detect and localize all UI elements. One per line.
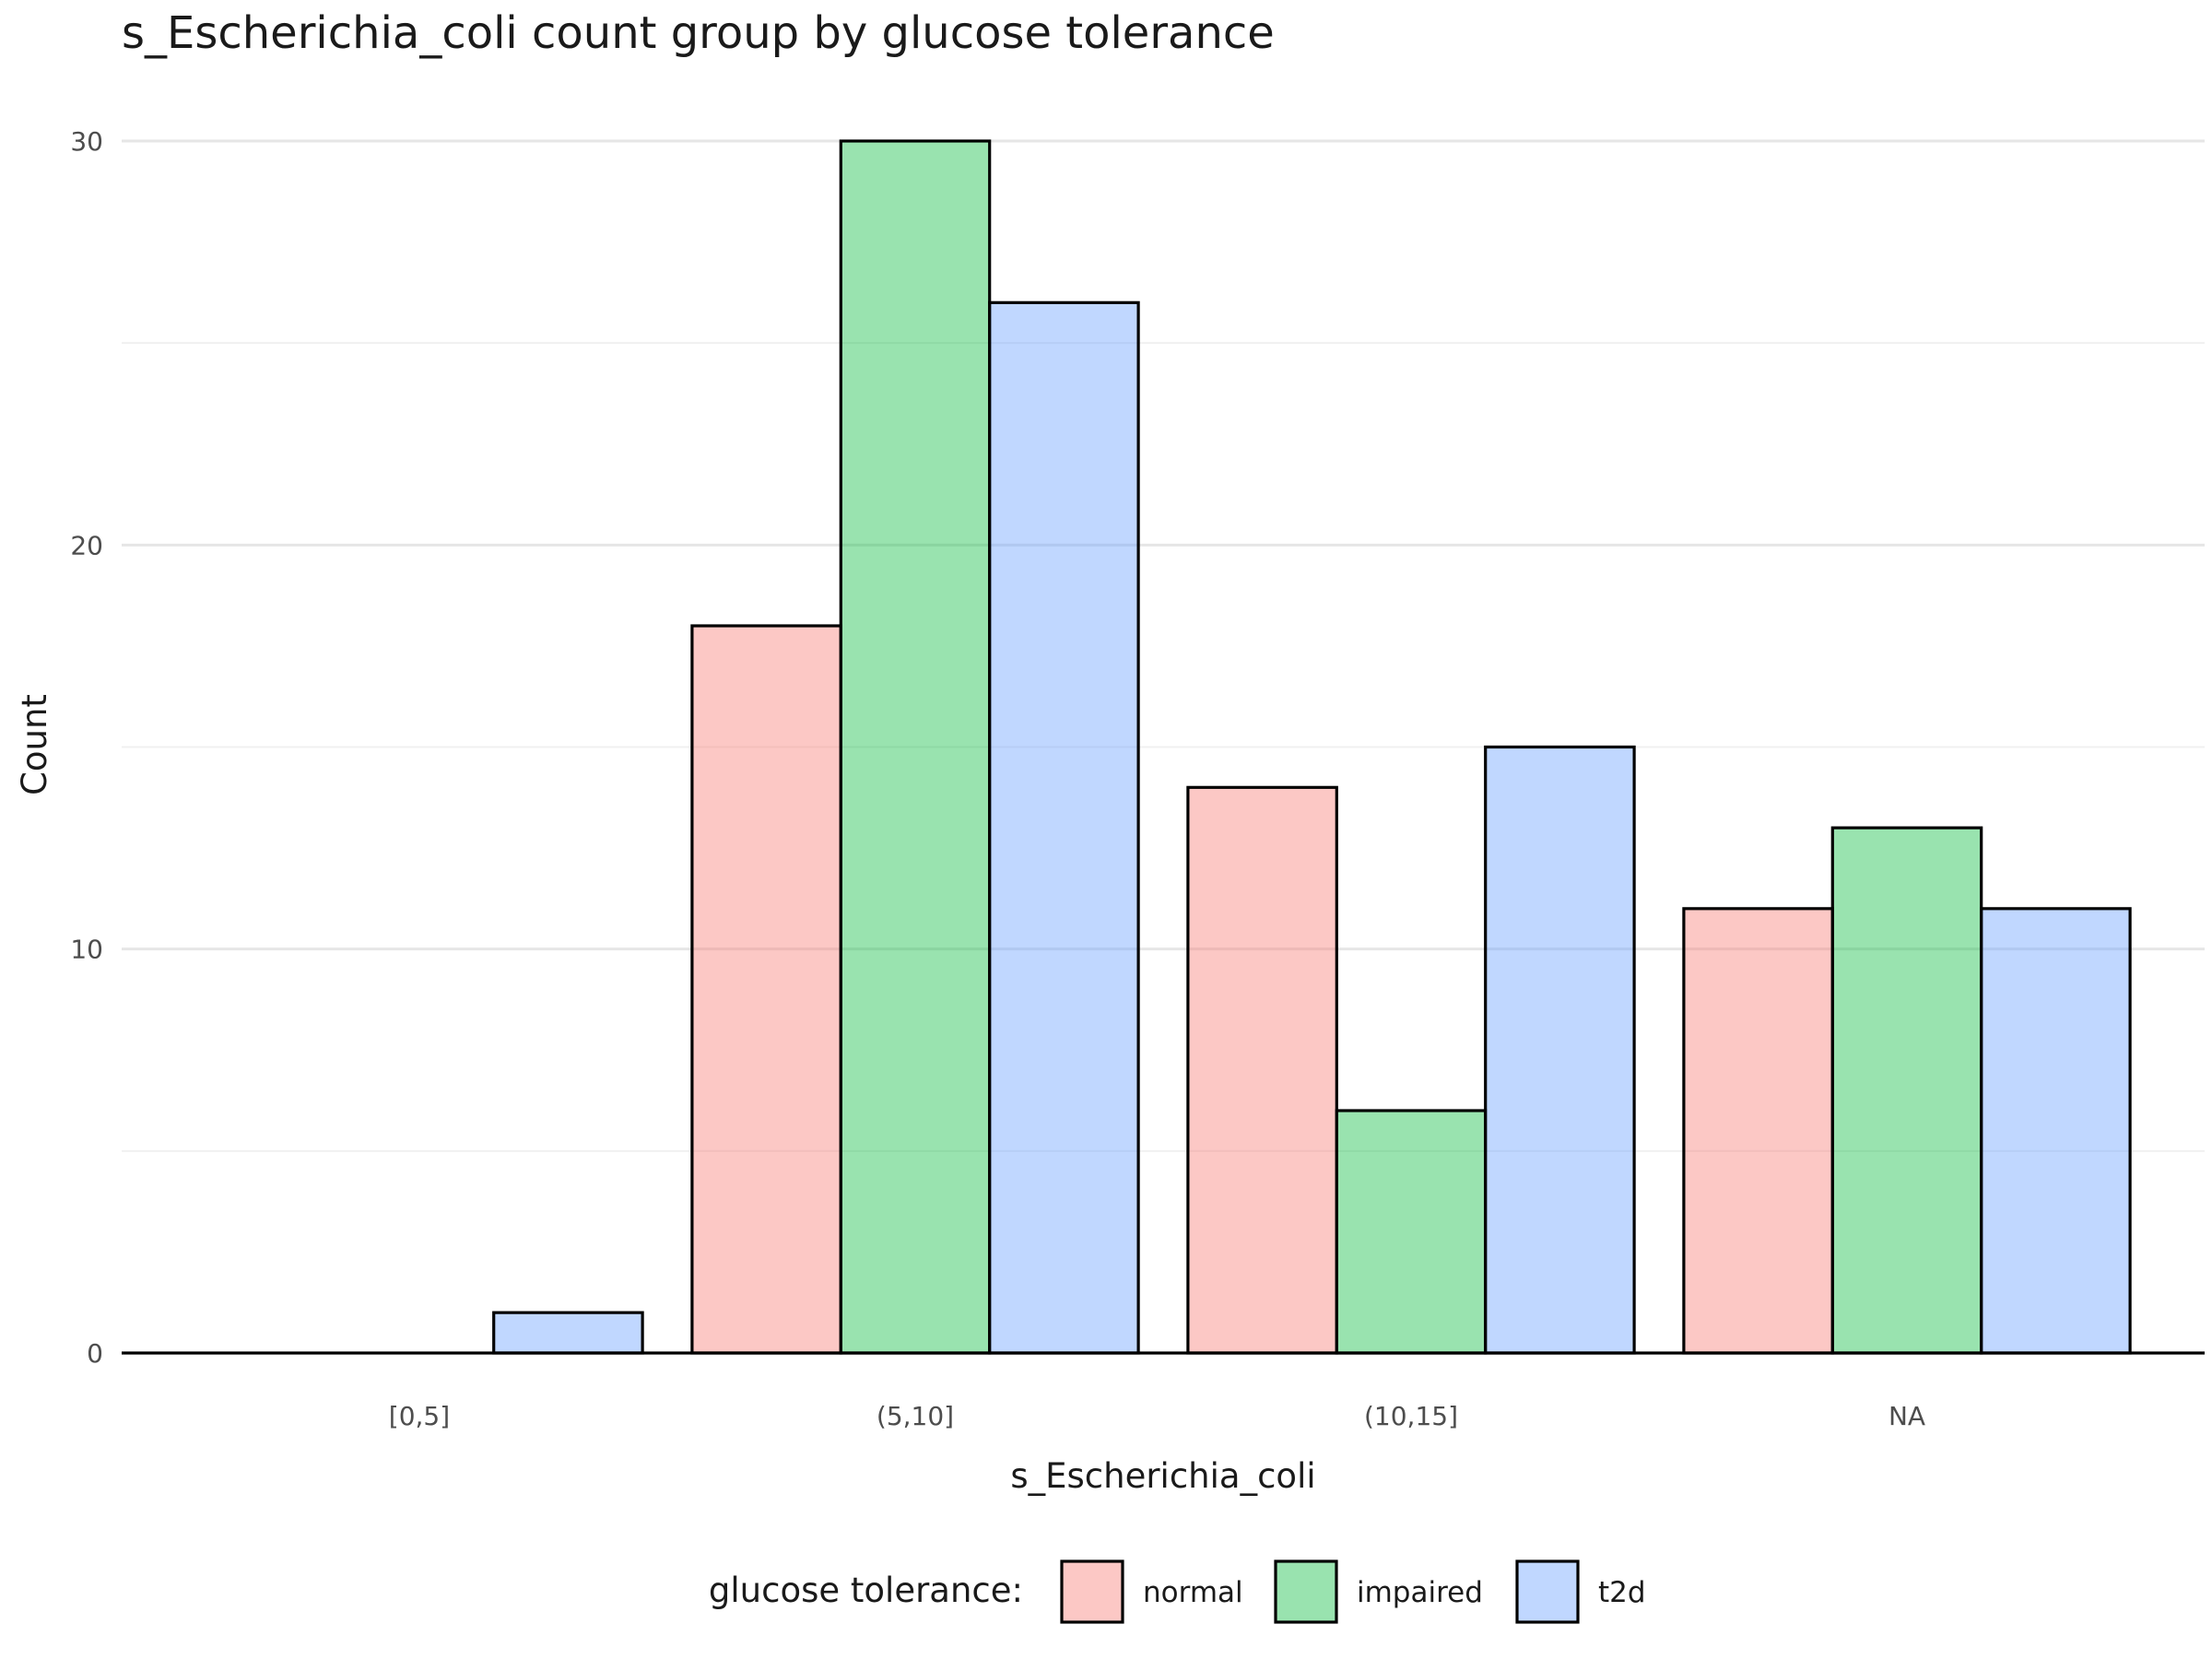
x-tick-labels: [0,5] (5,10] (10,15] NA	[389, 1401, 1925, 1431]
bar-t2d-1	[988, 300, 1140, 1355]
legend-title: glucose tolerance:	[709, 1571, 1023, 1610]
y-tick-labels: 0 10 20 30	[70, 126, 103, 1369]
y-tick-label: 10	[70, 935, 103, 965]
legend: glucose tolerance: normal impaired t2d	[709, 1559, 1646, 1624]
legend-items: normal impaired t2d	[1060, 1559, 1646, 1624]
x-tick-label: (5,10]	[877, 1401, 954, 1431]
x-axis-title: s_Escherichia_coli	[1010, 1456, 1315, 1496]
y-tick-label: 20	[70, 530, 103, 560]
bar-normal-3	[1682, 907, 1834, 1355]
bar-impaired-2	[1335, 1109, 1488, 1355]
bar-t2d-0	[492, 1311, 644, 1355]
legend-key-impaired	[1274, 1559, 1338, 1624]
y-tick-label: 30	[70, 126, 103, 157]
x-tick-label: (10,15]	[1364, 1401, 1458, 1431]
bar-t2d-3	[1980, 907, 2132, 1355]
legend-label-impaired: impaired	[1357, 1576, 1483, 1609]
x-tick-label: [0,5]	[389, 1401, 450, 1431]
legend-label-t2d: t2d	[1598, 1576, 1646, 1609]
legend-key-t2d	[1515, 1559, 1580, 1624]
y-axis-title: Count	[15, 694, 54, 795]
bars	[492, 139, 2132, 1355]
gridlines	[122, 139, 2205, 1152]
y-tick-label: 0	[87, 1338, 103, 1369]
legend-label-normal: normal	[1143, 1576, 1243, 1609]
bar-normal-2	[1186, 785, 1338, 1355]
bar-t2d-2	[1484, 745, 1636, 1355]
bar-impaired-1	[839, 139, 992, 1355]
bar-normal-1	[690, 624, 842, 1355]
x-tick-label: NA	[1888, 1401, 1925, 1431]
bar-impaired-3	[1830, 826, 1983, 1355]
chart-title: s_Escherichia_coli count group by glucos…	[122, 7, 1275, 59]
legend-key-normal	[1060, 1559, 1124, 1624]
